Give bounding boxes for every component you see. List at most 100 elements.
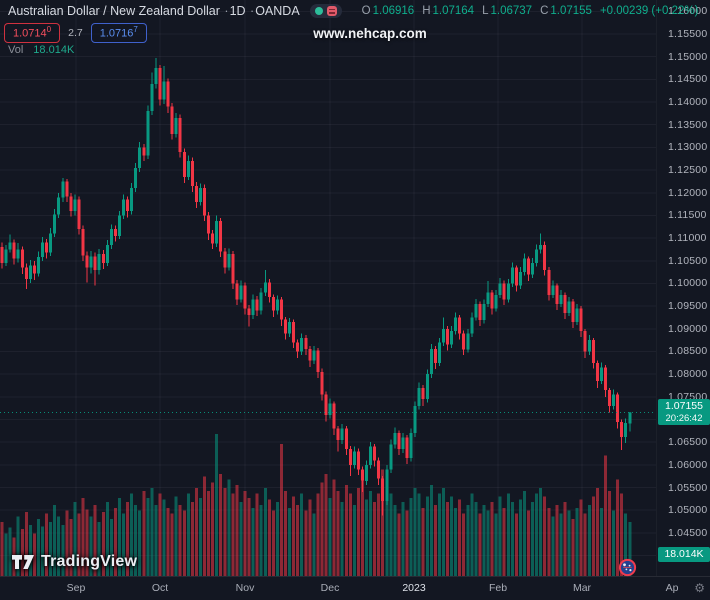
candle-down bbox=[324, 394, 328, 415]
time-axis[interactable]: ⚙ Sep Oct Nov Dec 2023 Feb Mar Ap bbox=[0, 576, 710, 600]
candle-up bbox=[122, 199, 125, 216]
economic-event-flag-icon[interactable] bbox=[618, 558, 637, 577]
candle-up bbox=[186, 161, 190, 177]
volume-bar-up bbox=[624, 513, 628, 576]
sell-bid-button[interactable]: 1.07140 bbox=[4, 23, 61, 43]
volume-bar-down bbox=[166, 507, 170, 576]
market-status-pill[interactable] bbox=[309, 4, 342, 18]
candle-up bbox=[134, 167, 138, 189]
volume-bar-down bbox=[211, 482, 215, 576]
volume-indicator-row[interactable]: Vol 18.014K bbox=[8, 44, 74, 56]
candle-up bbox=[409, 433, 413, 458]
candle-up bbox=[518, 272, 522, 286]
price-axis[interactable]: 1.040001.045001.050001.055001.060001.065… bbox=[656, 0, 710, 576]
candle-up bbox=[300, 337, 304, 352]
candle-down bbox=[223, 251, 227, 268]
volume-bar-up bbox=[239, 502, 243, 576]
volume-bar-down bbox=[77, 513, 81, 576]
candle-down bbox=[603, 367, 607, 391]
candle-down bbox=[182, 151, 186, 177]
volume-bar-down bbox=[271, 510, 275, 576]
volume-bar-down bbox=[348, 493, 352, 576]
price-tick-label: 1.09000 bbox=[668, 322, 708, 335]
volume-bar-down bbox=[490, 502, 494, 576]
candle-up bbox=[441, 328, 445, 343]
open-value: 1.06916 bbox=[372, 5, 415, 17]
buy-ask-button[interactable]: 1.07167 bbox=[90, 23, 147, 43]
time-tick-label: Sep bbox=[66, 582, 86, 594]
volume-bar-down bbox=[620, 493, 624, 576]
candle-down bbox=[178, 117, 182, 152]
gear-icon[interactable]: ⚙ bbox=[694, 581, 705, 595]
price-tick-label: 1.05500 bbox=[668, 481, 708, 494]
volume-bar-down bbox=[336, 490, 340, 576]
close-label: C bbox=[540, 5, 549, 17]
candle-down bbox=[12, 242, 16, 259]
volume-bar-up bbox=[429, 485, 433, 576]
volume-bar-down bbox=[207, 490, 211, 576]
low-value: 1.06737 bbox=[490, 5, 533, 17]
volume-badge-value: 18.014K bbox=[664, 548, 704, 560]
price-tick-label: 1.12500 bbox=[668, 164, 708, 177]
volume-bar-down bbox=[308, 499, 312, 576]
candle-down bbox=[555, 285, 559, 304]
candle-down bbox=[348, 449, 352, 465]
candle-up bbox=[612, 394, 616, 406]
volume-bar-up bbox=[385, 479, 389, 576]
volume-bar-up bbox=[97, 522, 101, 576]
volume-bar-down bbox=[243, 490, 247, 576]
volume-bar-up bbox=[518, 499, 522, 576]
price-tick-label: 1.06500 bbox=[668, 436, 708, 449]
time-tick-label: Feb bbox=[488, 582, 508, 594]
candle-up bbox=[198, 188, 202, 202]
volume-bar-up bbox=[186, 493, 190, 576]
volume-badge: 18.014K bbox=[658, 547, 710, 562]
low-label: L bbox=[482, 5, 489, 17]
candle-down bbox=[381, 478, 385, 502]
volume-bar-down bbox=[219, 473, 223, 576]
candle-down bbox=[373, 446, 377, 461]
volume-bar-up bbox=[425, 496, 429, 576]
volume-bar-down bbox=[24, 512, 28, 576]
candle-down bbox=[284, 319, 287, 334]
volume-bar-down bbox=[356, 488, 360, 576]
volume-bar-down bbox=[45, 513, 49, 576]
candle-up bbox=[16, 249, 20, 259]
candle-down bbox=[113, 229, 117, 236]
volume-bar-down bbox=[571, 519, 575, 576]
candlestick-chart[interactable] bbox=[0, 0, 656, 576]
volume-bar-down bbox=[433, 505, 437, 576]
candle-up bbox=[130, 188, 134, 211]
candle-up bbox=[522, 258, 526, 273]
high-value: 1.07164 bbox=[432, 5, 475, 17]
time-tick-label: 2023 bbox=[402, 582, 426, 594]
exchange-label: OANDA bbox=[255, 4, 300, 18]
volume-bar-down bbox=[405, 510, 409, 576]
candle-down bbox=[304, 337, 308, 350]
candle-up bbox=[510, 267, 514, 284]
candle-down bbox=[579, 308, 583, 332]
symbol-title[interactable]: Australian Dollar / New Zealand Dollar ·… bbox=[8, 4, 300, 18]
current-price-badge: 1.07155 20:26:42 bbox=[658, 399, 710, 426]
candle-down bbox=[93, 256, 97, 270]
volume-bar-down bbox=[126, 502, 130, 576]
candle-down bbox=[514, 267, 518, 286]
candle-up bbox=[49, 233, 53, 253]
chart-plot-area[interactable] bbox=[0, 0, 656, 576]
volume-bar-down bbox=[421, 507, 425, 576]
volume-bar-up bbox=[263, 488, 267, 576]
candle-up bbox=[215, 220, 219, 244]
volume-bar-down bbox=[591, 496, 595, 576]
candle-down bbox=[616, 394, 620, 422]
volume-bar-up bbox=[401, 502, 405, 576]
volume-bar-up bbox=[510, 502, 514, 576]
candle-down bbox=[166, 81, 170, 107]
volume-bar-down bbox=[85, 509, 89, 576]
volume-bar-up bbox=[251, 507, 255, 576]
candle-down bbox=[69, 196, 73, 211]
volume-bar-up bbox=[567, 510, 571, 576]
volume-bar-up bbox=[482, 505, 486, 576]
volume-bar-down bbox=[332, 479, 336, 576]
tradingview-logo[interactable]: TradingView bbox=[12, 553, 137, 571]
volume-bar-down bbox=[316, 493, 320, 576]
